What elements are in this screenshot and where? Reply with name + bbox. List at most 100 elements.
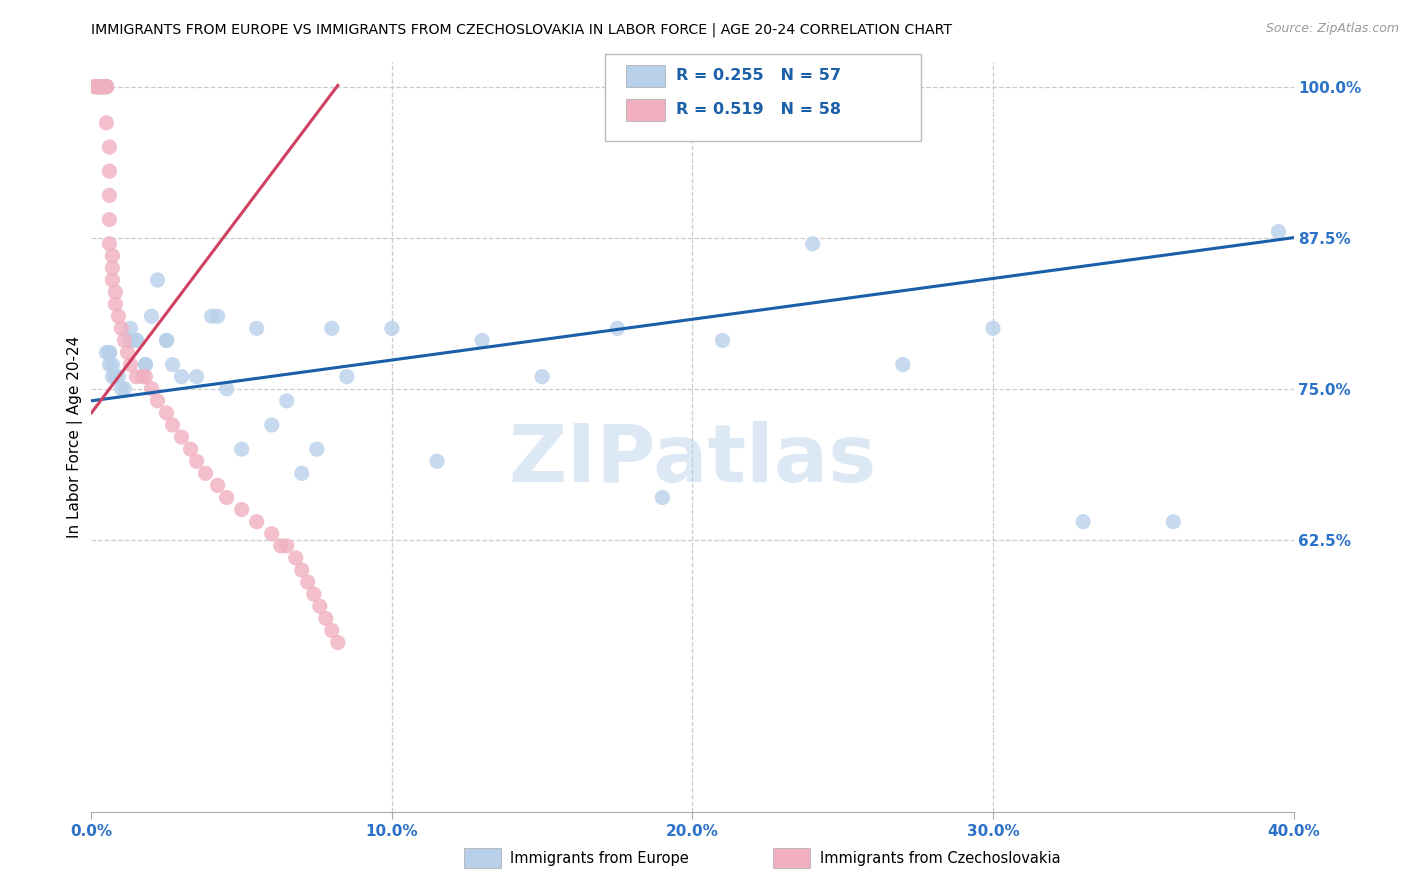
Point xyxy=(194,467,217,481)
Point xyxy=(86,79,108,94)
Point xyxy=(120,321,142,335)
Point xyxy=(141,382,163,396)
Point xyxy=(246,515,269,529)
Point xyxy=(260,417,283,432)
Point xyxy=(155,334,177,348)
Text: Source: ZipAtlas.com: Source: ZipAtlas.com xyxy=(1265,22,1399,36)
Point xyxy=(120,334,142,348)
Point xyxy=(98,164,121,178)
Point xyxy=(110,382,132,396)
Point xyxy=(276,539,298,553)
Point xyxy=(284,550,307,565)
Point xyxy=(96,79,118,94)
Point xyxy=(93,79,115,94)
Point xyxy=(651,491,673,505)
Point xyxy=(89,79,111,94)
Point xyxy=(801,236,824,251)
Point xyxy=(155,334,177,348)
Point xyxy=(98,236,121,251)
Point xyxy=(231,502,253,516)
Point xyxy=(114,382,136,396)
Point xyxy=(93,79,115,94)
Point xyxy=(1071,515,1094,529)
Point xyxy=(93,79,115,94)
Point xyxy=(291,563,314,577)
Point xyxy=(305,442,328,457)
Point xyxy=(162,358,184,372)
Point xyxy=(104,297,127,311)
Point xyxy=(83,79,105,94)
Point xyxy=(146,393,169,408)
Point xyxy=(321,624,343,638)
Point xyxy=(321,321,343,335)
Point xyxy=(96,79,118,94)
Point xyxy=(86,79,108,94)
Point xyxy=(246,321,269,335)
Text: R = 0.519   N = 58: R = 0.519 N = 58 xyxy=(676,103,841,117)
Point xyxy=(291,467,314,481)
Point xyxy=(93,79,115,94)
Point xyxy=(117,345,139,359)
Point xyxy=(336,369,359,384)
Point xyxy=(86,79,108,94)
Point xyxy=(186,454,208,468)
Point xyxy=(207,310,229,324)
Point xyxy=(101,369,124,384)
Point xyxy=(125,369,148,384)
Point xyxy=(86,79,108,94)
Point xyxy=(426,454,449,468)
Point xyxy=(96,345,118,359)
Point xyxy=(170,430,193,444)
Point xyxy=(110,321,132,335)
Point xyxy=(89,79,111,94)
Point xyxy=(1161,515,1184,529)
Point xyxy=(215,382,238,396)
Point xyxy=(98,358,121,372)
Point xyxy=(134,358,156,372)
Point xyxy=(114,334,136,348)
Point xyxy=(141,310,163,324)
Point xyxy=(101,260,124,275)
Point xyxy=(98,212,121,227)
Point xyxy=(98,345,121,359)
Point xyxy=(276,393,298,408)
Point xyxy=(89,79,111,94)
Point xyxy=(98,345,121,359)
Point xyxy=(606,321,628,335)
Point xyxy=(155,406,177,420)
Text: Immigrants from Europe: Immigrants from Europe xyxy=(510,851,689,865)
Point xyxy=(207,478,229,492)
Point xyxy=(162,417,184,432)
Point xyxy=(201,310,224,324)
Point xyxy=(471,334,494,348)
Point xyxy=(96,116,118,130)
Point xyxy=(96,79,118,94)
Point xyxy=(326,635,349,649)
Point xyxy=(260,526,283,541)
Point xyxy=(104,285,127,299)
Point xyxy=(89,79,111,94)
Point xyxy=(98,188,121,202)
Point xyxy=(711,334,734,348)
Point xyxy=(891,358,914,372)
Point xyxy=(101,249,124,263)
Point xyxy=(270,539,292,553)
Text: ZIPatlas: ZIPatlas xyxy=(509,420,876,499)
Point xyxy=(981,321,1004,335)
Point xyxy=(1267,225,1289,239)
Point xyxy=(531,369,554,384)
Point xyxy=(96,79,118,94)
Point xyxy=(89,79,111,94)
Point xyxy=(93,79,115,94)
Point xyxy=(86,79,108,94)
Point xyxy=(120,358,142,372)
Point xyxy=(125,334,148,348)
Point xyxy=(96,79,118,94)
Point xyxy=(315,611,337,625)
Point xyxy=(93,79,115,94)
Point xyxy=(86,79,108,94)
Point xyxy=(107,310,129,324)
Point xyxy=(180,442,202,457)
Point xyxy=(170,369,193,384)
Y-axis label: In Labor Force | Age 20-24: In Labor Force | Age 20-24 xyxy=(67,336,83,538)
